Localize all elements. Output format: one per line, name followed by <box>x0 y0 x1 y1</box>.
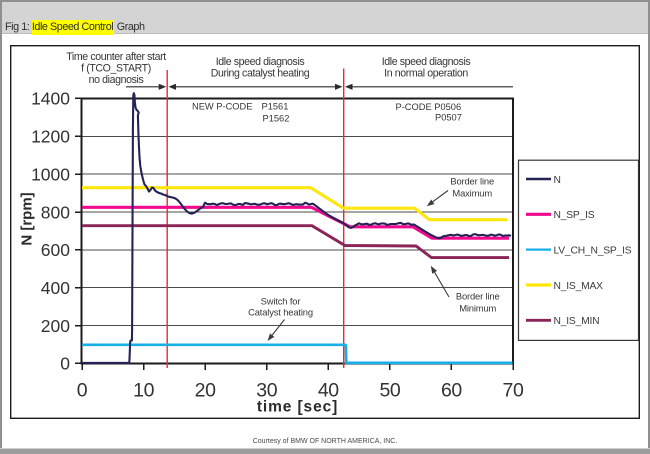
svg-text:50: 50 <box>379 379 400 401</box>
svg-text:70: 70 <box>503 379 524 401</box>
svg-text:no diagnosis: no diagnosis <box>89 74 144 86</box>
svg-text:800: 800 <box>41 202 70 222</box>
svg-text:Idle speed diagnosis: Idle speed diagnosis <box>216 56 305 68</box>
svg-text:P-CODE P0506: P-CODE P0506 <box>396 102 462 112</box>
svg-text:Minimum: Minimum <box>459 303 496 314</box>
svg-text:N_IS_MAX: N_IS_MAX <box>554 281 604 292</box>
svg-text:Idle speed diagnosis: Idle speed diagnosis <box>382 56 471 68</box>
svg-text:Border line: Border line <box>456 291 500 302</box>
svg-text:20: 20 <box>195 379 216 401</box>
svg-text:10: 10 <box>133 379 154 401</box>
svg-text:Switch for: Switch for <box>261 296 301 307</box>
svg-text:P1562: P1562 <box>263 113 290 123</box>
svg-text:time [sec]: time [sec] <box>257 399 338 416</box>
svg-text:Maximum: Maximum <box>452 187 492 198</box>
svg-text:200: 200 <box>41 316 70 336</box>
svg-text:N: N <box>554 175 561 186</box>
svg-text:400: 400 <box>41 278 70 298</box>
svg-text:60: 60 <box>441 379 462 401</box>
svg-text:0: 0 <box>60 354 70 374</box>
svg-text:P0507: P0507 <box>435 113 462 123</box>
svg-text:Catalyst heating: Catalyst heating <box>248 306 313 317</box>
svg-text:1200: 1200 <box>31 127 70 147</box>
svg-text:30: 30 <box>256 379 277 401</box>
svg-text:N_SP_IS: N_SP_IS <box>554 210 595 221</box>
svg-text:LV_CH_N_SP_IS: LV_CH_N_SP_IS <box>554 245 632 256</box>
svg-text:NEW P-CODE: NEW P-CODE <box>192 102 252 112</box>
svg-text:During catalyst heating: During catalyst heating <box>211 68 310 80</box>
svg-text:1400: 1400 <box>31 89 70 109</box>
svg-text:N_IS_MIN: N_IS_MIN <box>554 316 600 327</box>
svg-text:In normal operation: In normal operation <box>384 68 468 80</box>
svg-text:f (TCO_START): f (TCO_START) <box>81 63 151 75</box>
svg-text:Time counter after start: Time counter after start <box>66 51 166 63</box>
svg-text:1000: 1000 <box>31 164 70 184</box>
svg-text:40: 40 <box>318 379 339 401</box>
svg-text:Border line: Border line <box>450 175 494 186</box>
svg-text:600: 600 <box>41 240 70 260</box>
svg-text:N [rpm]: N [rpm] <box>18 192 35 245</box>
svg-text:P1561: P1561 <box>262 102 289 112</box>
svg-text:0: 0 <box>77 379 88 401</box>
